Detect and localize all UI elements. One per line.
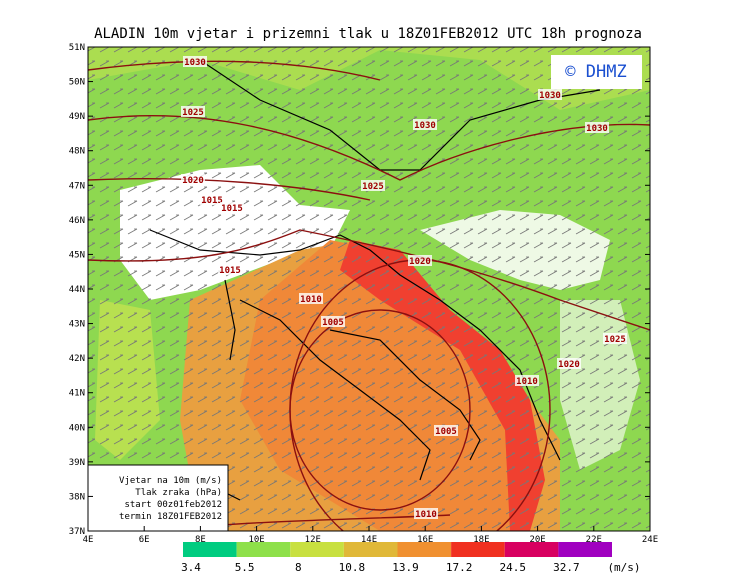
- lat-label: 38N: [69, 492, 85, 502]
- lon-label: 20E: [529, 535, 545, 545]
- isobar-label-bg: [515, 375, 539, 386]
- isobar-label: 1020: [182, 176, 204, 186]
- lon-label: 6E: [139, 535, 150, 545]
- colorbar-unit: (m/s): [607, 561, 640, 574]
- map-field: [88, 47, 650, 531]
- isobar-label: 1025: [362, 182, 384, 192]
- isobar-label-bg: [434, 425, 458, 436]
- colorbar-segment: [343, 542, 398, 557]
- lon-label: 12E: [305, 535, 321, 545]
- isobar-label: 1010: [415, 510, 437, 520]
- lat-label: 45N: [69, 250, 85, 260]
- colorbar-label: 8: [295, 561, 302, 574]
- isobar-label: 1030: [184, 58, 206, 68]
- isobar-label: 1005: [435, 427, 457, 437]
- lat-label: 51N: [69, 43, 85, 53]
- colorbar-label: 3.4: [181, 561, 201, 574]
- isobar-label-bg: [218, 264, 242, 275]
- isobar-label-bg: [220, 202, 244, 213]
- lon-label: 14E: [361, 535, 377, 545]
- info-line: start 00z01feb2012: [124, 500, 222, 510]
- copyright: © DHMZ: [565, 62, 626, 82]
- lat-label: 43N: [69, 320, 85, 330]
- isobar-label-bg: [414, 508, 438, 519]
- colorbar-label: 5.5: [235, 561, 255, 574]
- isobar-label-bg: [299, 293, 323, 304]
- isobar-label: 1025: [604, 335, 626, 345]
- lat-label: 47N: [69, 181, 85, 191]
- lon-label: 24E: [642, 535, 658, 545]
- lon-label: 4E: [83, 535, 94, 545]
- lat-label: 50N: [69, 78, 85, 88]
- colorbar-label: 32.7: [553, 561, 580, 574]
- colorbar-segment: [504, 542, 559, 557]
- isobar-label: 1005: [322, 318, 344, 328]
- lon-label: 22E: [586, 535, 602, 545]
- isobar-label-bg: [181, 106, 205, 117]
- colorbar-segment: [236, 542, 291, 557]
- lon-label: 8E: [195, 535, 206, 545]
- isobar-label-bg: [183, 56, 207, 67]
- lat-label: 40N: [69, 423, 85, 433]
- isobar-label: 1030: [586, 124, 608, 134]
- isobar-label: 1020: [558, 360, 580, 370]
- lat-label: 44N: [69, 285, 85, 295]
- lon-label: 10E: [248, 535, 264, 545]
- lat-label: 41N: [69, 389, 85, 399]
- isobar-label-bg: [321, 316, 345, 327]
- isobar-label: 1015: [219, 266, 241, 276]
- isobar-label: 1025: [182, 108, 204, 118]
- lat-label: 46N: [69, 216, 85, 226]
- isobar-label: 1020: [409, 257, 431, 267]
- colorbar-segment: [290, 542, 344, 557]
- lon-label: 18E: [473, 535, 489, 545]
- lat-label: 39N: [69, 458, 85, 468]
- isobar-label: 1015: [221, 204, 243, 214]
- lat-label: 42N: [69, 354, 85, 364]
- isobar-label-bg: [200, 194, 224, 205]
- colorbar-segment: [558, 542, 612, 557]
- isobar-label: 1030: [539, 91, 561, 101]
- isobar-label-bg: [585, 122, 609, 133]
- isobar-label: 1010: [516, 377, 538, 387]
- isobar-label-bg: [413, 119, 437, 130]
- info-line: Vjetar na 10m (m/s): [119, 476, 222, 486]
- colorbar-segment: [397, 542, 452, 557]
- colorbar-label: 13.9: [392, 561, 419, 574]
- isobar-label-bg: [408, 255, 432, 266]
- info-line: Tlak zraka (hPa): [135, 488, 222, 498]
- colorbar-segment: [183, 542, 237, 557]
- isobar-label: 1010: [300, 295, 322, 305]
- isobar-label: 1015: [201, 196, 223, 206]
- isobar-label-bg: [538, 89, 562, 100]
- info-line: termin 18Z01FEB2012: [119, 512, 222, 522]
- lon-label: 16E: [417, 535, 433, 545]
- isobar-label-bg: [181, 174, 205, 185]
- colorbar-label: 10.8: [339, 561, 366, 574]
- isobar-label: 1030: [414, 121, 436, 131]
- copyright-box: [551, 55, 642, 89]
- lat-label: 48N: [69, 147, 85, 157]
- isobar-label-bg: [603, 333, 627, 344]
- lat-label: 49N: [69, 112, 85, 122]
- isobar-label-bg: [557, 358, 581, 369]
- colorbar-segment: [451, 542, 505, 557]
- colorbar-label: 24.5: [500, 561, 527, 574]
- isobar-label-bg: [361, 180, 385, 191]
- title: ALADIN 10m vjetar i prizemni tlak u 18Z0…: [94, 26, 642, 42]
- info-box: [87, 464, 229, 532]
- colorbar-label: 17.2: [446, 561, 473, 574]
- lat-label: 37N: [69, 527, 85, 537]
